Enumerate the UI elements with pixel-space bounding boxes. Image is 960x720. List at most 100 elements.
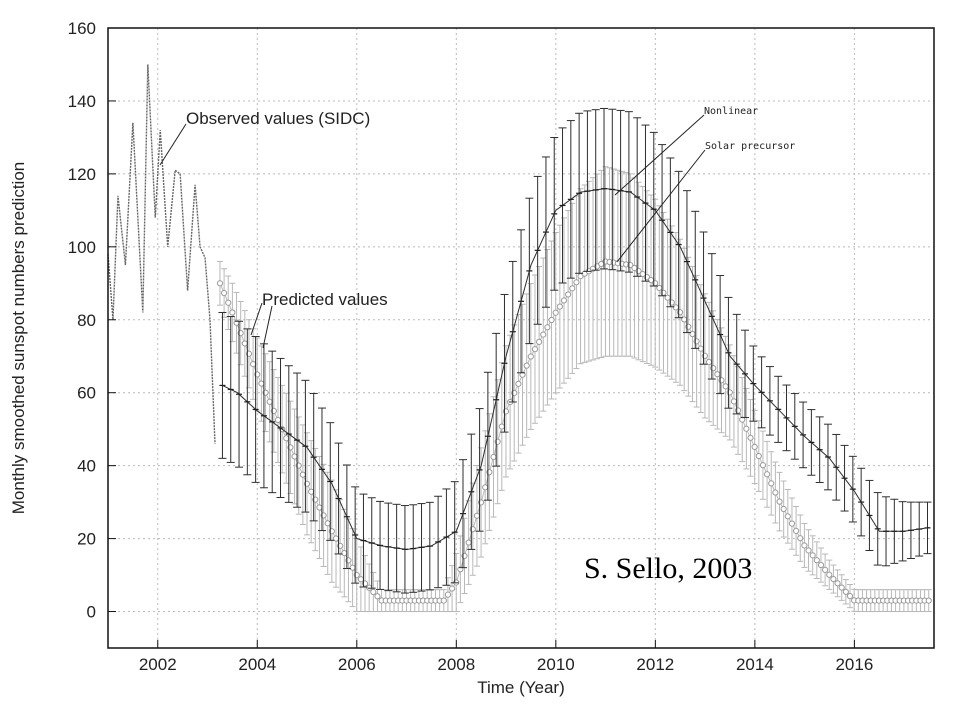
precursor-marker — [274, 416, 282, 424]
x-axis-label: Time (Year) — [477, 678, 565, 697]
annotation-predicted-pointer-1 — [250, 302, 263, 336]
precursor-marker — [216, 280, 224, 287]
x-tick-label: 2016 — [835, 655, 873, 674]
precursor-marker — [755, 452, 762, 460]
precursor-marker — [531, 346, 539, 353]
precursor-marker — [473, 512, 481, 519]
x-tick-label: 2006 — [338, 655, 376, 674]
precursor-marker — [751, 443, 758, 451]
annotation-predicted-text: Predicted values — [262, 290, 388, 309]
precursor-marker — [813, 557, 820, 564]
y-tick-label: 60 — [77, 384, 96, 403]
precursor-marker — [743, 425, 750, 432]
precursor-marker — [552, 309, 559, 316]
precursor-marker — [801, 542, 808, 549]
x-tick-label: 2014 — [736, 655, 774, 674]
precursor-marker — [374, 593, 381, 600]
precursor-marker — [523, 362, 530, 369]
annotation-precursor-pointer — [616, 149, 706, 263]
precursor-marker — [759, 462, 767, 469]
precursor-marker — [299, 471, 306, 478]
precursor-marker — [780, 505, 787, 513]
precursor-marker — [225, 299, 232, 306]
y-tick-label: 80 — [77, 311, 96, 330]
precursor-marker — [560, 297, 568, 304]
precursor-marker — [714, 371, 721, 378]
x-tick-label: 2004 — [238, 655, 276, 674]
precursor-marker — [817, 561, 825, 569]
precursor-marker — [826, 571, 833, 578]
annotation-nonlinear-pointer — [614, 114, 705, 196]
y-axis-label: Monthly smoothed sunspot numbers predict… — [9, 162, 28, 514]
precursor-marker — [465, 539, 472, 546]
precursor-marker — [788, 520, 796, 527]
annotation-observed-text: Observed values (SIDC) — [186, 109, 370, 128]
annotation-nonlinear: Nonlinear — [614, 106, 758, 196]
precursor-marker — [324, 520, 331, 527]
nonlinear-line — [222, 187, 930, 551]
annotation-precursor: Solar precursor — [616, 141, 795, 263]
precursor-marker — [822, 566, 829, 574]
precursor-marker — [805, 547, 812, 554]
precursor-marker — [448, 585, 456, 592]
precursor-marker — [573, 279, 580, 286]
precursor-marker — [519, 371, 526, 378]
precursor-marker — [834, 580, 841, 587]
precursor-marker — [784, 513, 791, 520]
x-tick-label: 2010 — [537, 655, 575, 674]
precursor-marker — [739, 416, 746, 423]
y-tick-label: 100 — [68, 238, 96, 257]
precursor-marker — [925, 597, 932, 604]
y-tick-label: 140 — [68, 92, 96, 111]
precursor-marker — [544, 324, 551, 331]
precursor-marker — [250, 361, 257, 368]
annotation-predicted: Predicted values — [250, 290, 388, 349]
plot-frame — [107, 27, 935, 649]
series-solar-precursor — [216, 166, 932, 613]
precursor-marker — [440, 597, 447, 604]
precursor-marker — [565, 291, 572, 298]
precursor-marker — [349, 564, 356, 571]
y-tick-label: 0 — [87, 603, 96, 622]
x-tick-label: 2008 — [437, 655, 475, 674]
precursor-marker — [283, 435, 290, 442]
precursor-marker — [556, 303, 563, 310]
precursor-marker — [266, 398, 273, 405]
precursor-marker — [838, 584, 845, 591]
precursor-marker — [536, 338, 543, 345]
precursor-marker — [482, 484, 489, 491]
precursor-marker — [229, 309, 236, 316]
precursor-marker — [730, 398, 738, 405]
x-tick-label: 2002 — [139, 655, 177, 674]
precursor-marker — [830, 575, 837, 583]
precursor-marker — [569, 285, 576, 292]
precursor-marker — [357, 576, 364, 583]
precursor-marker — [722, 383, 729, 390]
precursor-marker — [308, 488, 315, 495]
y-tick-label: 40 — [77, 457, 96, 476]
precursor-marker — [370, 588, 377, 596]
precursor-marker — [241, 340, 248, 347]
annotation-observed: Observed values (SIDC) — [159, 109, 370, 166]
precursor-marker — [258, 380, 265, 387]
y-tick-label: 120 — [68, 165, 96, 184]
precursor-marker — [768, 480, 775, 487]
series-nonlinear — [218, 107, 932, 594]
precursor-marker — [846, 592, 854, 600]
axis-ticks: 2002 2004 2006 2008 2010 2012 2014 2016 0 20 40 60 8… — [68, 19, 874, 674]
precursor-marker — [291, 453, 298, 460]
precursor-marker — [527, 353, 534, 360]
precursor-marker — [540, 331, 547, 338]
precursor-marker — [772, 489, 779, 496]
precursor-marker — [672, 304, 679, 311]
y-tick-label: 20 — [77, 530, 96, 549]
precursor-marker — [515, 380, 522, 387]
annotation-precursor-text: Solar precursor — [705, 141, 795, 152]
precursor-marker — [776, 498, 783, 505]
precursor-marker — [341, 549, 348, 557]
precursor-marker — [221, 289, 228, 297]
precursor-marker — [809, 552, 816, 559]
precursor-marker — [490, 453, 497, 461]
credit-text: S. Sello, 2003 — [584, 552, 752, 585]
